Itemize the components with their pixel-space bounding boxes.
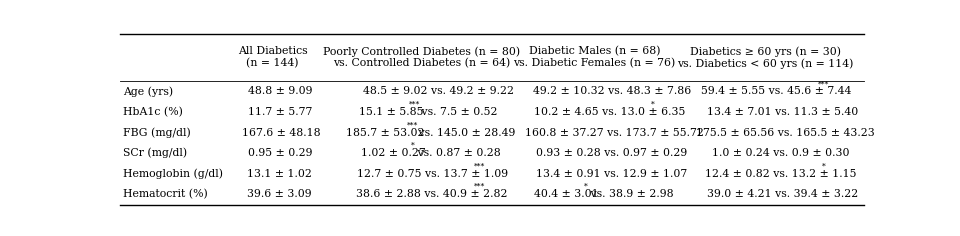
- Text: 49.2 ± 10.32 vs. 48.3 ± 7.86: 49.2 ± 10.32 vs. 48.3 ± 7.86: [533, 86, 691, 96]
- Text: Hemoglobin (g/dl): Hemoglobin (g/dl): [123, 169, 223, 179]
- Text: ***: ***: [473, 162, 485, 170]
- Text: 39.6 ± 3.09: 39.6 ± 3.09: [248, 189, 312, 199]
- Text: vs. 0.87 ± 0.28: vs. 0.87 ± 0.28: [414, 148, 500, 158]
- Text: 48.8 ± 9.09: 48.8 ± 9.09: [248, 86, 312, 96]
- Text: All Diabetics
(n = 144): All Diabetics (n = 144): [238, 46, 307, 68]
- Text: Hematocrit (%): Hematocrit (%): [123, 189, 207, 199]
- Text: 48.5 ± 9.02 vs. 49.2 ± 9.22: 48.5 ± 9.02 vs. 49.2 ± 9.22: [363, 86, 514, 96]
- Text: ***: ***: [474, 183, 485, 191]
- Text: 12.4 ± 0.82 vs. 13.2 ± 1.15: 12.4 ± 0.82 vs. 13.2 ± 1.15: [705, 169, 856, 179]
- Text: ***: ***: [409, 101, 420, 109]
- Text: 0.95 ± 0.29: 0.95 ± 0.29: [248, 148, 312, 158]
- Text: 11.7 ± 5.77: 11.7 ± 5.77: [248, 107, 312, 117]
- Text: *: *: [651, 101, 655, 109]
- Text: *: *: [584, 183, 588, 191]
- Text: 1.02 ± 0.27: 1.02 ± 0.27: [361, 148, 425, 158]
- Text: HbA1c (%): HbA1c (%): [123, 107, 182, 117]
- Text: 185.7 ± 53.02: 185.7 ± 53.02: [346, 127, 424, 138]
- Text: ***: ***: [407, 121, 418, 129]
- Text: Diabetics ≥ 60 yrs (n = 30)
vs. Diabetics < 60 yrs (n = 114): Diabetics ≥ 60 yrs (n = 30) vs. Diabetic…: [677, 46, 853, 69]
- Text: Age (yrs): Age (yrs): [123, 86, 173, 97]
- Text: ***: ***: [818, 80, 828, 88]
- Text: 59.4 ± 5.55 vs. 45.6 ± 7.44: 59.4 ± 5.55 vs. 45.6 ± 7.44: [701, 86, 852, 96]
- Text: Poorly Controlled Diabetes (n = 80)
vs. Controlled Diabetes (n = 64): Poorly Controlled Diabetes (n = 80) vs. …: [323, 46, 520, 69]
- Text: vs. 38.9 ± 2.98: vs. 38.9 ± 2.98: [587, 189, 673, 199]
- Text: 0.93 ± 0.28 vs. 0.97 ± 0.29: 0.93 ± 0.28 vs. 0.97 ± 0.29: [536, 148, 687, 158]
- Text: 39.0 ± 4.21 vs. 39.4 ± 3.22: 39.0 ± 4.21 vs. 39.4 ± 3.22: [707, 189, 858, 199]
- Text: vs. 7.5 ± 0.52: vs. 7.5 ± 0.52: [418, 107, 497, 117]
- Text: *: *: [822, 162, 826, 170]
- Text: SCr (mg/dl): SCr (mg/dl): [123, 148, 187, 158]
- Text: 15.1 ± 5.85: 15.1 ± 5.85: [359, 107, 423, 117]
- Text: 13.1 ± 1.02: 13.1 ± 1.02: [248, 169, 312, 179]
- Text: 13.4 ± 7.01 vs. 11.3 ± 5.40: 13.4 ± 7.01 vs. 11.3 ± 5.40: [707, 107, 858, 117]
- Text: vs. 145.0 ± 28.49: vs. 145.0 ± 28.49: [416, 127, 516, 138]
- Text: Diabetic Males (n = 68)
vs. Diabetic Females (n = 76): Diabetic Males (n = 68) vs. Diabetic Fem…: [514, 46, 676, 69]
- Text: 10.2 ± 4.65 vs. 13.0 ± 6.35: 10.2 ± 4.65 vs. 13.0 ± 6.35: [534, 107, 684, 117]
- Text: 167.6 ± 48.18: 167.6 ± 48.18: [242, 127, 321, 138]
- Text: 13.4 ± 0.91 vs. 12.9 ± 1.07: 13.4 ± 0.91 vs. 12.9 ± 1.07: [536, 169, 687, 179]
- Text: 12.7 ± 0.75 vs. 13.7 ± 1.09: 12.7 ± 0.75 vs. 13.7 ± 1.09: [356, 169, 508, 179]
- Text: 160.8 ± 37.27 vs. 173.7 ± 55.72: 160.8 ± 37.27 vs. 173.7 ± 55.72: [525, 127, 704, 138]
- Text: 1.0 ± 0.24 vs. 0.9 ± 0.30: 1.0 ± 0.24 vs. 0.9 ± 0.30: [712, 148, 850, 158]
- Text: *: *: [411, 142, 415, 150]
- Text: 38.6 ± 2.88 vs. 40.9 ± 2.82: 38.6 ± 2.88 vs. 40.9 ± 2.82: [356, 189, 508, 199]
- Text: 175.5 ± 65.56 vs. 165.5 ± 43.23: 175.5 ± 65.56 vs. 165.5 ± 43.23: [696, 127, 875, 138]
- Text: 40.4 ± 3.01: 40.4 ± 3.01: [534, 189, 598, 199]
- Text: FBG (mg/dl): FBG (mg/dl): [123, 127, 191, 138]
